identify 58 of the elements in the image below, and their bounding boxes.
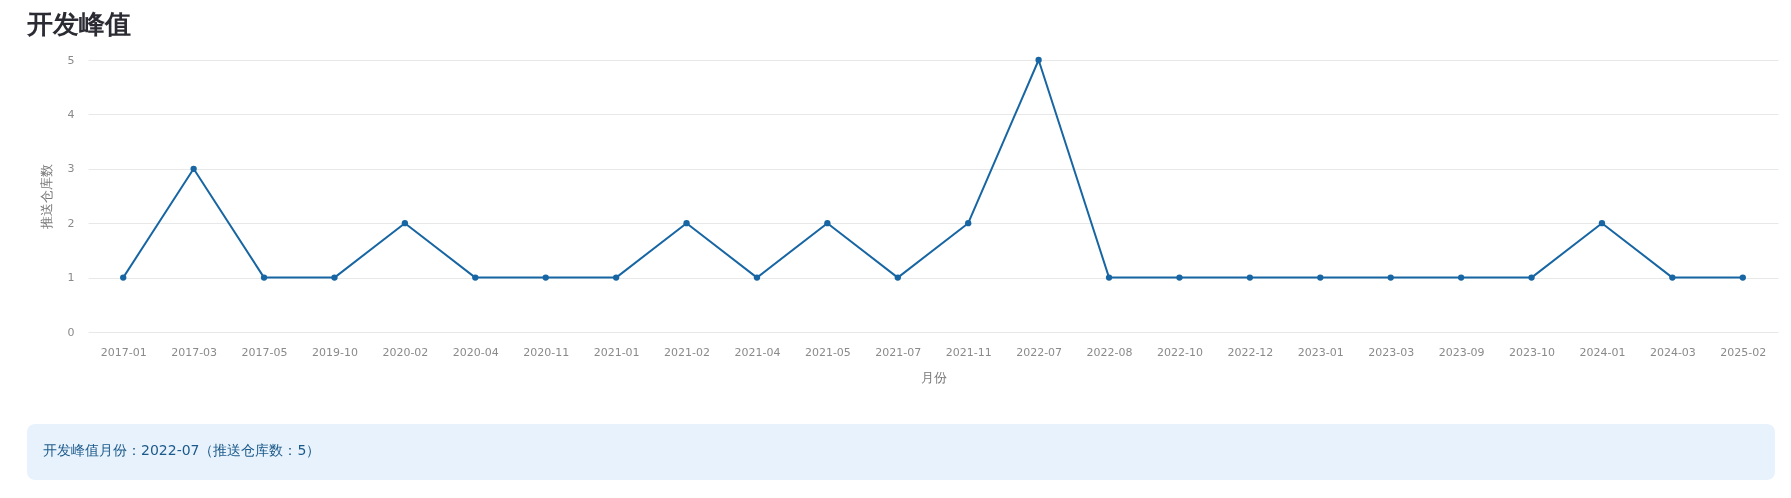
point xyxy=(894,274,901,281)
x-tick-label: 2019-10 xyxy=(311,345,358,359)
x-tick-label: 2024-01 xyxy=(1579,345,1626,359)
point xyxy=(472,274,479,281)
point xyxy=(1105,274,1113,281)
point xyxy=(190,165,197,172)
x-tick-label: 2023-09 xyxy=(1438,345,1485,359)
x-tick-label: 2017-03 xyxy=(171,345,218,359)
point xyxy=(965,220,972,227)
point xyxy=(1387,274,1394,281)
x-tick-label: 2020-11 xyxy=(523,345,570,359)
point xyxy=(1317,274,1324,281)
point xyxy=(612,274,620,281)
point xyxy=(1176,274,1183,281)
point xyxy=(401,220,409,227)
point xyxy=(542,274,549,281)
x-tick-label: 2023-01 xyxy=(1297,345,1344,359)
point xyxy=(1669,274,1676,281)
x-tick-label: 2021-02 xyxy=(664,345,711,359)
y-tick-label: 5 xyxy=(67,53,75,67)
point xyxy=(1739,274,1746,281)
x-tick-label: 2020-02 xyxy=(382,345,429,359)
x-tick-label: 2025-02 xyxy=(1720,345,1767,359)
point xyxy=(824,220,831,227)
x-tick-label: 2023-03 xyxy=(1368,345,1415,359)
x-tick-label: 2017-01 xyxy=(100,345,147,359)
point xyxy=(683,220,690,227)
point xyxy=(120,274,127,281)
x-tick-label: 2022-12 xyxy=(1227,345,1274,359)
point xyxy=(1246,274,1254,281)
x-tick-label: 2022-07 xyxy=(1016,345,1063,359)
x-tick-label: 2021-04 xyxy=(734,345,781,359)
text: 开发峰值月份：2022-07（推送仓库数：5） xyxy=(43,442,321,458)
point xyxy=(1457,274,1465,281)
y-tick-label: 1 xyxy=(67,271,75,285)
x-tick-label: 2023-10 xyxy=(1509,345,1556,359)
x-axis-title: 月份 xyxy=(920,369,947,385)
point xyxy=(331,274,338,281)
y-tick-label: 0 xyxy=(67,325,75,339)
y-tick-label: 3 xyxy=(67,162,75,176)
point xyxy=(1035,56,1042,64)
x-tick-label: 2021-11 xyxy=(945,345,992,359)
x-tick-label: 2021-05 xyxy=(804,345,851,359)
point xyxy=(260,274,268,281)
point xyxy=(1598,220,1606,227)
y-tick-label: 4 xyxy=(67,107,75,121)
x-tick-label: 2017-05 xyxy=(241,345,288,359)
x-tick-label: 2021-01 xyxy=(593,345,640,359)
y-axis-title: 推送仓库数 xyxy=(38,164,54,229)
x-tick-label: 2024-03 xyxy=(1649,345,1696,359)
x-tick-label: 2021-07 xyxy=(875,345,922,359)
point xyxy=(1528,274,1535,281)
x-tick-label: 2022-08 xyxy=(1086,345,1133,359)
x-tick-label: 2020-04 xyxy=(452,345,499,359)
x-tick-label: 2022-10 xyxy=(1156,345,1203,359)
chart-title: 开发峰值 xyxy=(26,9,131,39)
point xyxy=(753,274,761,281)
y-tick-label: 2 xyxy=(67,216,75,230)
